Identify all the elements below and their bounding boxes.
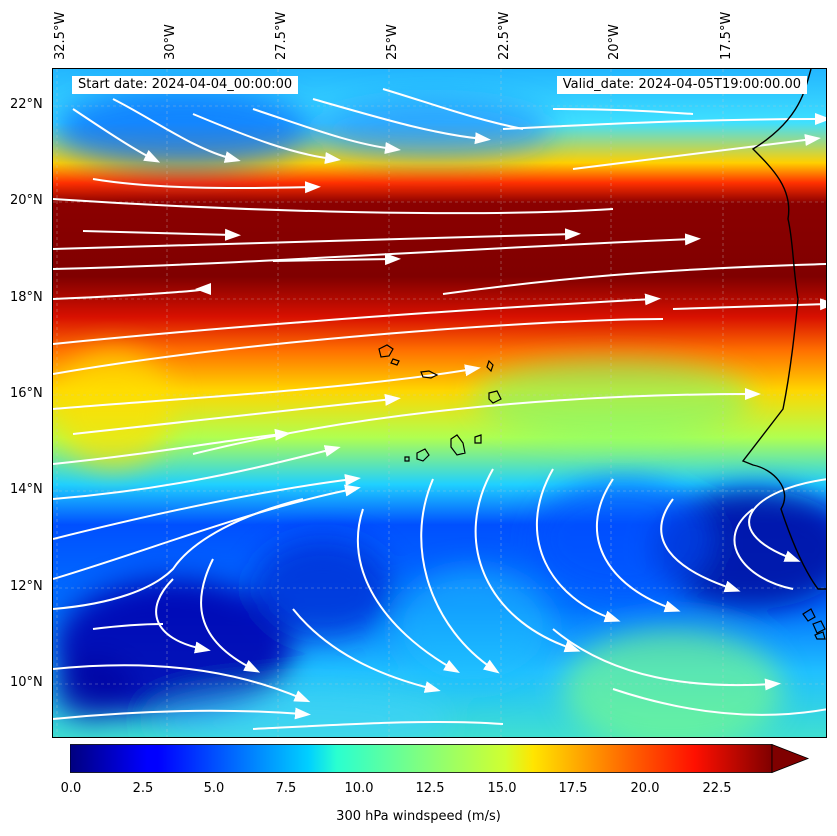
colorbar-tick: 22.5	[702, 781, 732, 796]
lon-label: 17.5°W	[719, 11, 734, 60]
colorbar-tick: 2.5	[132, 781, 154, 796]
bijagos-islands	[802, 608, 826, 640]
lat-label: 18°N	[10, 290, 43, 305]
lon-label: 27.5°W	[274, 11, 289, 60]
colorbar-tick: 5.0	[203, 781, 225, 796]
colorbar-extend-arrow	[771, 743, 810, 774]
streamlines	[53, 88, 826, 730]
west-africa-coastline	[741, 69, 826, 590]
lat-label: 12°N	[10, 579, 43, 594]
lon-label: 32.5°W	[53, 11, 68, 60]
lat-label: 10°N	[10, 675, 43, 690]
colorbar-ramp	[69, 744, 773, 773]
lat-label: 20°N	[10, 193, 43, 208]
colorbar-tick: 0.0	[60, 781, 82, 796]
lat-label: 16°N	[10, 386, 43, 401]
windspeed-field	[53, 69, 826, 737]
lon-label: 25°W	[385, 24, 400, 60]
lat-label: 22°N	[10, 97, 43, 112]
lon-label: 22.5°W	[497, 11, 512, 60]
colorbar-tick: 7.5	[275, 781, 297, 796]
colorbar-title: 300 hPa windspeed (m/s)	[336, 809, 501, 824]
map-panel	[52, 68, 827, 738]
colorbar-tick: 10.0	[344, 781, 374, 796]
valid-date-label: Valid_date: 2024-04-05T19:00:00.00	[556, 76, 807, 94]
graticule	[53, 69, 826, 737]
colorbar	[69, 743, 810, 774]
colorbar-tick: 12.5	[415, 781, 445, 796]
lon-label: 20°W	[607, 24, 622, 60]
lon-label: 30°W	[163, 24, 178, 60]
lat-label: 14°N	[10, 482, 43, 497]
cape-verde-islands	[378, 344, 502, 462]
start-date-label: Start date: 2024-04-04_00:00:00	[72, 76, 299, 94]
colorbar-tick: 17.5	[558, 781, 588, 796]
colorbar-tick: 15.0	[487, 781, 517, 796]
colorbar-tick: 20.0	[630, 781, 660, 796]
